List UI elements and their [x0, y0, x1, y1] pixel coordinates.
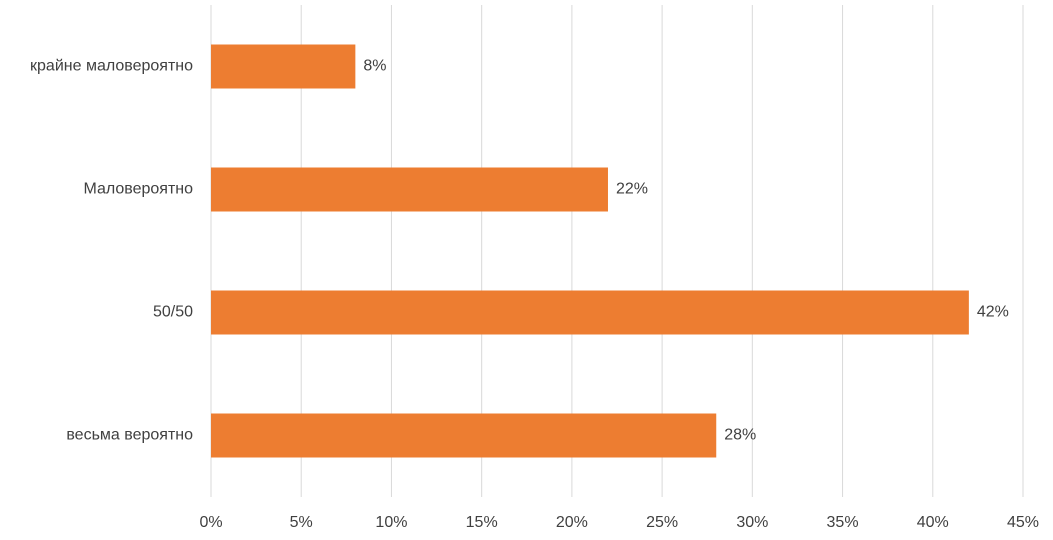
- x-tick-label: 35%: [827, 514, 859, 531]
- bar: [211, 413, 717, 458]
- x-tick-label: 0%: [199, 514, 222, 531]
- data-label: 8%: [363, 58, 386, 75]
- bar: [211, 44, 356, 89]
- x-tick-label: 5%: [290, 514, 313, 531]
- x-tick-label: 25%: [646, 514, 678, 531]
- y-tick-label: Маловероятно: [83, 181, 193, 198]
- x-tick-label: 45%: [1007, 514, 1039, 531]
- x-tick-label: 15%: [466, 514, 498, 531]
- data-label: 28%: [724, 427, 756, 444]
- bar: [211, 167, 608, 212]
- x-tick-label: 30%: [736, 514, 768, 531]
- y-tick-label: 50/50: [153, 304, 193, 321]
- bar: [211, 290, 969, 335]
- x-tick-label: 20%: [556, 514, 588, 531]
- y-tick-label: крайне маловероятно: [30, 58, 193, 75]
- data-label: 22%: [616, 181, 648, 198]
- y-tick-label: весьма вероятно: [66, 427, 193, 444]
- x-tick-label: 10%: [375, 514, 407, 531]
- data-label: 42%: [977, 304, 1009, 321]
- x-tick-label: 40%: [917, 514, 949, 531]
